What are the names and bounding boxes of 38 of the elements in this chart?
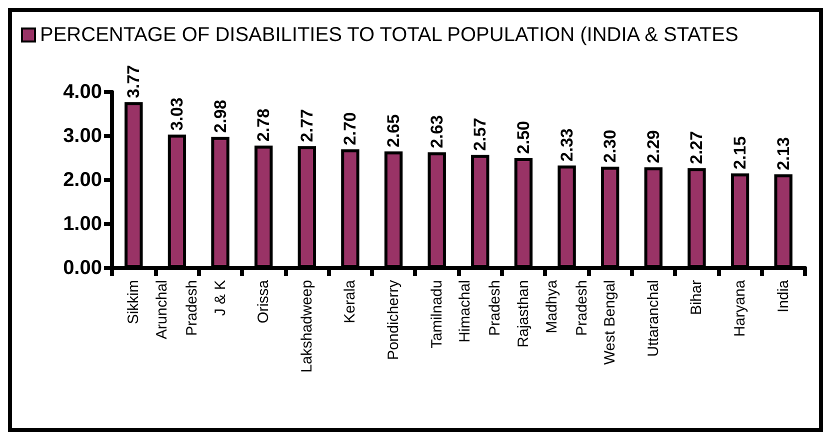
data-label: 2.70: [340, 112, 360, 146]
x-tick-label: West Bengal: [602, 280, 619, 365]
y-tick-label: 2.00: [63, 169, 102, 191]
x-tick-label: Kerala: [342, 279, 359, 324]
data-label: 2.57: [470, 118, 490, 151]
y-tick-label: 0.00: [63, 257, 102, 279]
x-tick-label: Tamilnadu: [428, 280, 446, 348]
y-tick-label: 1.00: [63, 213, 102, 235]
x-tick-label: Rajasthan: [514, 280, 532, 348]
y-tick-label: 4.00: [63, 81, 102, 103]
x-tick-label: India: [774, 279, 792, 313]
x-tick-label: Pondicherry: [385, 280, 402, 360]
data-label: 2.33: [557, 128, 576, 162]
x-tick-label: J & K: [212, 280, 229, 316]
data-label: 2.63: [427, 115, 446, 148]
data-label: 2.27: [687, 131, 706, 164]
x-tick-label: Uttaranchal: [644, 280, 662, 357]
x-tick-label: Himachal Pradesh: [456, 280, 504, 343]
x-tick-label: Lakshadweep: [298, 280, 316, 373]
x-tick-label: Bihar: [688, 280, 706, 316]
data-label: 2.78: [254, 108, 274, 142]
data-label: 2.77: [297, 109, 316, 142]
data-label: 2.29: [644, 130, 663, 164]
y-tick-label: 3.00: [63, 125, 102, 147]
data-label: 3.77: [124, 65, 144, 98]
x-tick-label: Orissa: [255, 279, 272, 324]
x-tick-label: Arunchal Pradesh: [153, 280, 200, 340]
data-label: 2.50: [514, 120, 533, 154]
data-label: 2.65: [384, 114, 404, 148]
x-tick-label: Haryana: [732, 279, 749, 337]
x-tick-label: Sikkim: [125, 280, 142, 324]
data-label: 2.13: [774, 137, 793, 170]
data-label: 2.30: [600, 130, 620, 163]
legend-label: PERCENTAGE OF DISABILITIES TO TOTAL POPULATION (INDIA & STATES: [40, 24, 738, 46]
x-tick-label: Madhya Pradesh: [543, 279, 590, 336]
data-label: 3.03: [167, 98, 186, 131]
data-label: 2.98: [210, 100, 230, 133]
data-label: 2.15: [730, 136, 750, 170]
